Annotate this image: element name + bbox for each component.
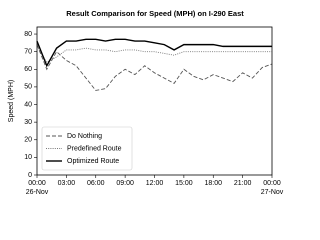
chart: Result Comparison for Speed (MPH) on I-2… bbox=[8, 9, 273, 179]
y-axis-label: Speed (MPH) bbox=[8, 80, 15, 122]
y-tick-label: 40 bbox=[24, 101, 32, 108]
y-tick-label: 60 bbox=[24, 66, 32, 73]
y-tick-label: 50 bbox=[24, 84, 32, 91]
series-line bbox=[36, 46, 272, 63]
y-tick-label: 0 bbox=[28, 172, 32, 179]
y-tick-label: 80 bbox=[24, 31, 32, 38]
x-tick-label: 03:00 bbox=[57, 180, 76, 187]
y-tick-label: 30 bbox=[24, 119, 32, 126]
x-tick-label: 06:00 bbox=[86, 180, 105, 187]
series-line bbox=[36, 44, 273, 91]
x-tick-label: 12:00 bbox=[145, 180, 164, 187]
y-tick-label: 70 bbox=[24, 49, 32, 56]
plot-frame bbox=[36, 26, 273, 176]
legend-label: Optimized Route bbox=[67, 158, 119, 165]
y-tick-label: 20 bbox=[24, 137, 32, 144]
x-tick-label: 21:00 bbox=[233, 180, 252, 187]
x-tick-label: 18:00 bbox=[204, 180, 223, 187]
x-tick-label: 00:00 26-Nov bbox=[25, 180, 49, 196]
y-tick-label: 10 bbox=[24, 154, 32, 161]
chart-title: Result Comparison for Speed (MPH) on I-2… bbox=[66, 9, 244, 18]
legend-label: Predefined Route bbox=[67, 145, 122, 152]
page: Result Comparison for Speed (MPH) on I-2… bbox=[8, 9, 284, 196]
x-tick-label: 09:00 bbox=[116, 180, 134, 187]
series-line bbox=[36, 38, 272, 68]
legend-box bbox=[41, 126, 133, 171]
legend-label: Do Nothing bbox=[67, 133, 102, 140]
x-tick-label: 00:00 27-Nov bbox=[260, 180, 284, 196]
x-tick-label: 15:00 bbox=[175, 180, 193, 187]
